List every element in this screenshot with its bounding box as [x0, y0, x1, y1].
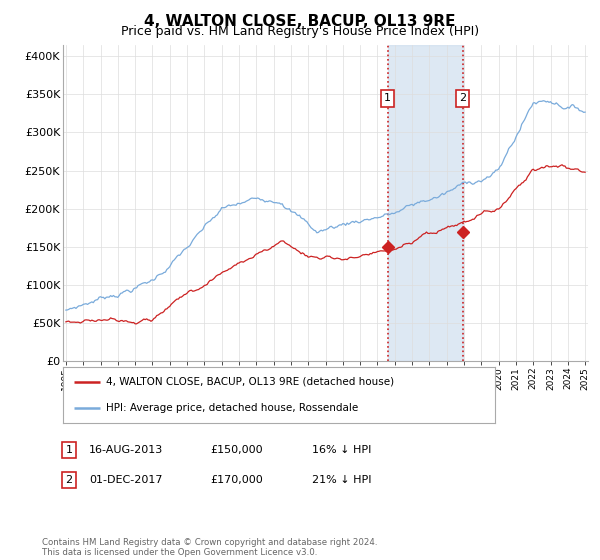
Text: 16-AUG-2013: 16-AUG-2013	[89, 445, 163, 455]
Text: 2: 2	[459, 93, 466, 103]
Text: 1: 1	[384, 93, 391, 103]
Text: HPI: Average price, detached house, Rossendale: HPI: Average price, detached house, Ross…	[106, 403, 358, 413]
Text: Contains HM Land Registry data © Crown copyright and database right 2024.
This d: Contains HM Land Registry data © Crown c…	[42, 538, 377, 557]
Text: 4, WALTON CLOSE, BACUP, OL13 9RE (detached house): 4, WALTON CLOSE, BACUP, OL13 9RE (detach…	[106, 377, 394, 387]
Text: 1: 1	[65, 445, 73, 455]
Text: £170,000: £170,000	[210, 475, 263, 485]
Text: 01-DEC-2017: 01-DEC-2017	[89, 475, 162, 485]
Text: Price paid vs. HM Land Registry's House Price Index (HPI): Price paid vs. HM Land Registry's House …	[121, 25, 479, 38]
Text: 21% ↓ HPI: 21% ↓ HPI	[312, 475, 371, 485]
Text: £150,000: £150,000	[210, 445, 263, 455]
Bar	[388, 45, 463, 361]
Text: 16% ↓ HPI: 16% ↓ HPI	[312, 445, 371, 455]
Text: 2: 2	[65, 475, 73, 485]
Text: 4, WALTON CLOSE, BACUP, OL13 9RE: 4, WALTON CLOSE, BACUP, OL13 9RE	[144, 14, 456, 29]
